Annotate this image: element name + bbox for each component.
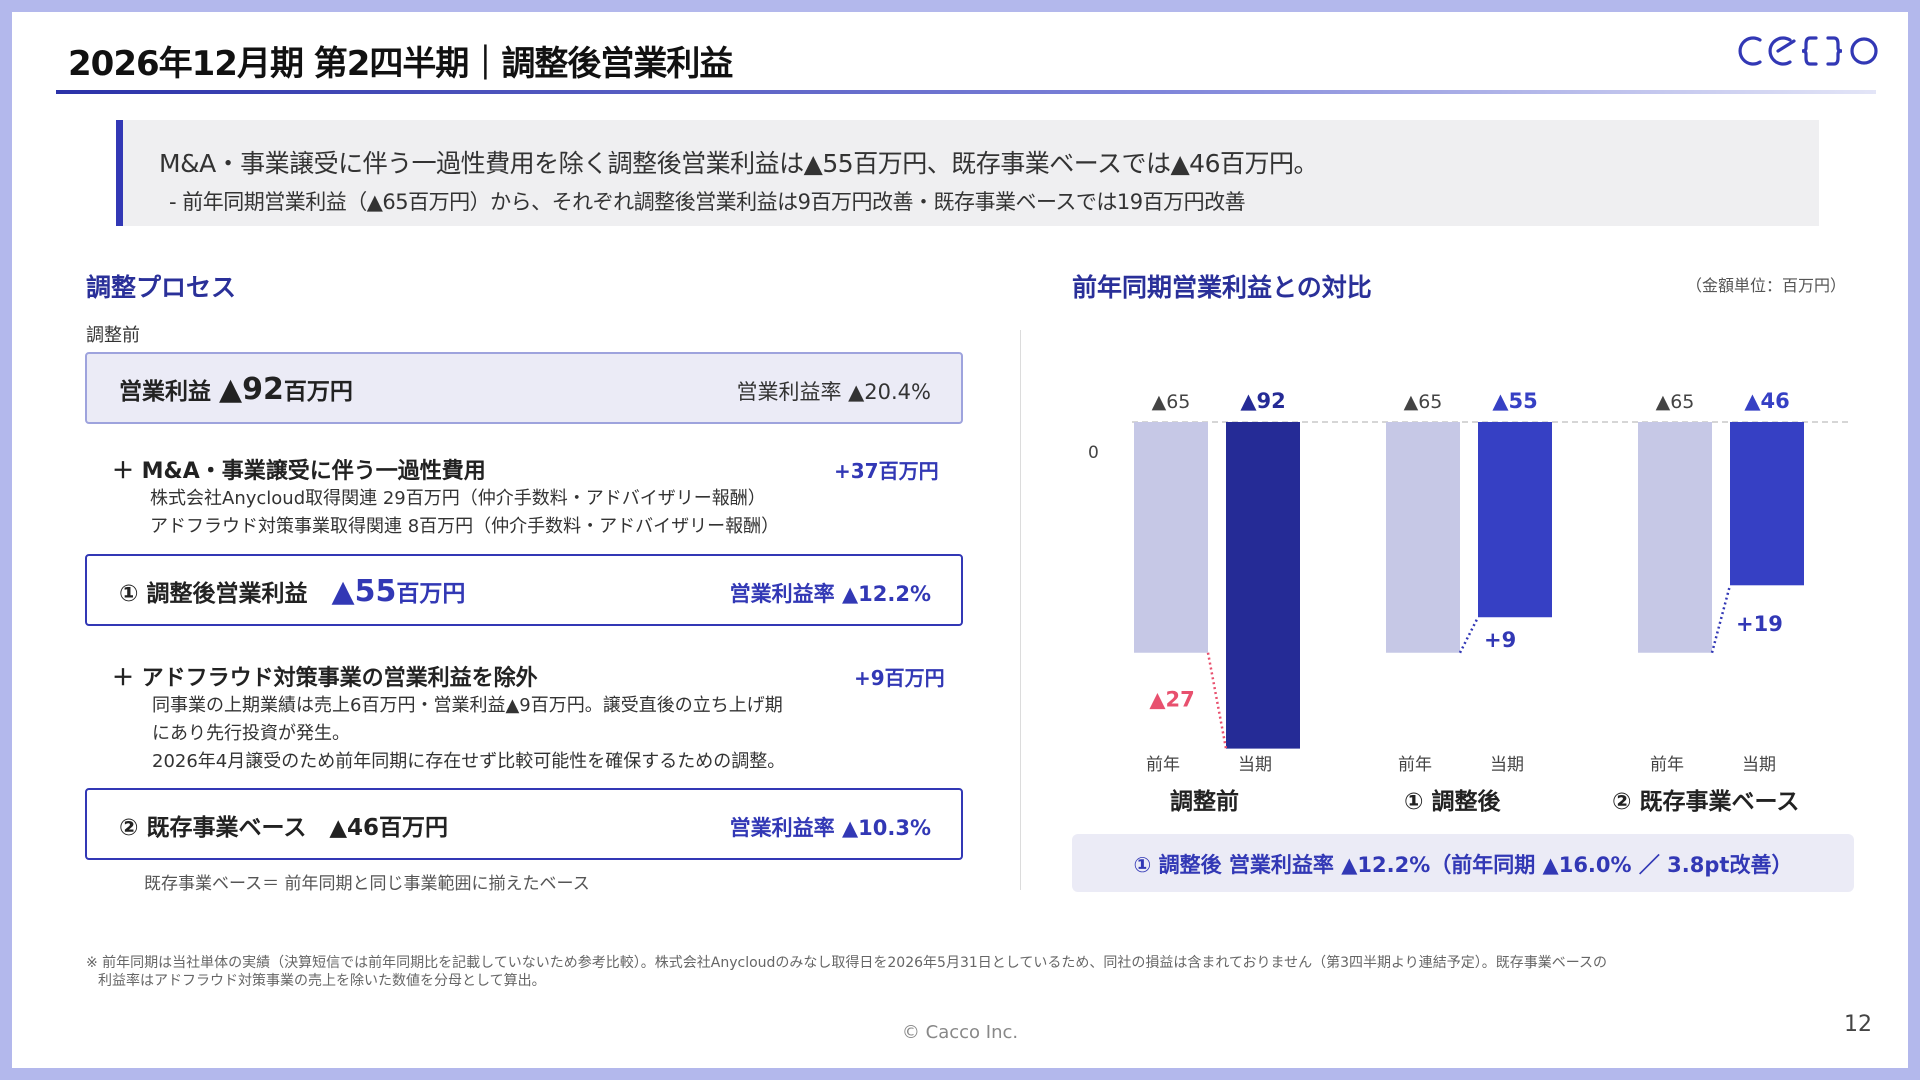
before-label: 調整前 — [86, 325, 140, 346]
difference-label-1: +9 — [1484, 628, 1516, 652]
existing-note: 既存事業ベース＝ 前年同期と同じ事業範囲に揃えたベース — [144, 874, 590, 894]
summary-line-1: M&A・事業譲受に伴う一過性費用を除く調整後営業利益は▲55百万円、既存事業ベー… — [159, 149, 1319, 178]
column-divider — [1020, 330, 1021, 890]
adjusted-box-rate: 営業利益率 ▲12.2% — [729, 582, 931, 606]
adjusted-profit-box: ① 調整後営業利益 ▲55百万円 営業利益率 ▲12.2% — [85, 554, 963, 626]
difference-label-0: ▲27 — [1149, 688, 1194, 712]
page-title: 2026年12月期 第2四半期｜調整後営業利益 — [68, 44, 733, 84]
difference-connector-2 — [1710, 584, 1732, 654]
difference-connector-1 — [1458, 616, 1480, 654]
result-banner: ① 調整後 営業利益率 ▲12.2%（前年同期 ▲16.0% ／ 3.8pt改善… — [1072, 834, 1854, 892]
bar-label-prior-1: ▲65 — [1404, 391, 1443, 413]
difference-label-2: +19 — [1736, 612, 1783, 636]
bar-prior-1 — [1386, 422, 1460, 653]
existing-box-rate: 営業利益率 ▲10.3% — [729, 816, 931, 840]
step1-title: ＋ M&A・事業譲受に伴う一過性費用 — [112, 459, 486, 484]
step2-title: ＋ アドフラウド対策事業の営業利益を除外 — [112, 666, 538, 691]
step2-value: +9百万円 — [854, 666, 945, 690]
tick-label-prior-0: 前年 — [1146, 755, 1180, 775]
existing-business-box: ② 既存事業ベース ▲46百万円 営業利益率 ▲10.3% — [85, 788, 963, 860]
footnote-line-2: 利益率はアドフラウド対策事業の売上を除いた数値を分母として算出。 — [98, 973, 546, 989]
process-heading: 調整プロセス — [86, 273, 237, 302]
existing-box-label: ② 既存事業ベース ▲46百万円 — [119, 815, 449, 841]
adjusted-box-value: ▲55 — [331, 574, 397, 609]
adjusted-box-label: ① 調整後営業利益 ▲55百万円 — [119, 574, 466, 609]
cacco-logo: cacco — [1738, 36, 1878, 66]
summary-callout: M&A・事業譲受に伴う一過性費用を除く調整後営業利益は▲55百万円、既存事業ベー… — [116, 120, 1819, 226]
step1-note-1: 株式会社Anycloud取得関連 29百万円（仲介手数料・アドバイザリー報酬） — [150, 488, 766, 509]
footnote-line-1: ※ 前年同期は当社単体の実績（決算短信では前年同期比を記載していないため参考比較… — [86, 955, 1607, 971]
step1-value: +37百万円 — [834, 459, 939, 483]
tick-label-current-1: 当期 — [1490, 755, 1524, 775]
before-box-label: 営業利益 ▲92百万円 — [119, 372, 353, 407]
page-number: 12 — [1844, 1012, 1872, 1037]
step2-note-2: にあり先行投資が発生。 — [152, 723, 350, 744]
group-label-existing: ② 既存事業ベース — [1612, 789, 1800, 815]
step2-note-1: 同事業の上期業績は売上6百万円・営業利益▲9百万円。譲受直後の立ち上げ期 — [152, 695, 783, 716]
summary-line-2: - 前年同期営業利益（▲65百万円）から、それぞれ調整後営業利益は9百万円改善・… — [169, 190, 1246, 214]
step1-note-2: アドフラウド対策事業取得関連 8百万円（仲介手数料・アドバイザリー報酬） — [150, 516, 780, 537]
title-underline — [56, 90, 1876, 94]
group-label-before: 調整前 — [1170, 789, 1239, 815]
result-text: ① 調整後 営業利益率 ▲12.2%（前年同期 ▲16.0% ／ 3.8pt改善… — [1133, 853, 1793, 877]
tick-label-current-0: 当期 — [1238, 755, 1272, 775]
comparison-heading: 前年同期営業利益との対比 — [1072, 273, 1372, 302]
bar-current-0 — [1226, 422, 1300, 749]
zero-tick-label: 0 — [1088, 443, 1099, 463]
group-label-adjusted: ① 調整後 — [1404, 789, 1501, 815]
tick-label-prior-1: 前年 — [1398, 755, 1432, 775]
bar-prior-2 — [1638, 422, 1712, 653]
before-box-rate: 営業利益率 ▲20.4% — [736, 380, 931, 404]
tick-label-current-2: 当期 — [1742, 755, 1776, 775]
comparison-bar-chart: 0 ▲65 ▲92 ▲27 前年 当期 ▲65 ▲55 +9 前年 当期 ▲65 ▲46 +19 前年 当期 — [1088, 389, 1852, 775]
step2-note-3: 2026年4月譲受のため前年同期に存在せず比較可能性を確保するための調整。 — [152, 751, 786, 772]
tick-label-prior-2: 前年 — [1650, 755, 1684, 775]
bar-label-current-2: ▲46 — [1744, 389, 1789, 413]
bar-label-prior-0: ▲65 — [1152, 391, 1191, 413]
slide: 2026年12月期 第2四半期｜調整後営業利益 cacco M&A・事業譲受に伴… — [12, 12, 1908, 1068]
bar-prior-0 — [1134, 422, 1208, 653]
unit-note: （金額単位：百万円） — [1686, 276, 1847, 295]
bar-label-current-0: ▲92 — [1240, 389, 1285, 413]
difference-connector-0 — [1206, 652, 1228, 749]
bar-current-2 — [1730, 422, 1804, 586]
bar-label-current-1: ▲55 — [1492, 389, 1537, 413]
before-adjustment-box: 営業利益 ▲92百万円 営業利益率 ▲20.4% — [85, 352, 963, 424]
before-box-value: ▲92 — [219, 372, 284, 407]
copyright: © Cacco Inc. — [901, 1022, 1019, 1043]
bar-label-prior-2: ▲65 — [1656, 391, 1695, 413]
bar-current-1 — [1478, 422, 1552, 618]
footnote: ※ 前年同期は当社単体の実績（決算短信では前年同期比を記載していないため参考比較… — [86, 954, 1607, 990]
